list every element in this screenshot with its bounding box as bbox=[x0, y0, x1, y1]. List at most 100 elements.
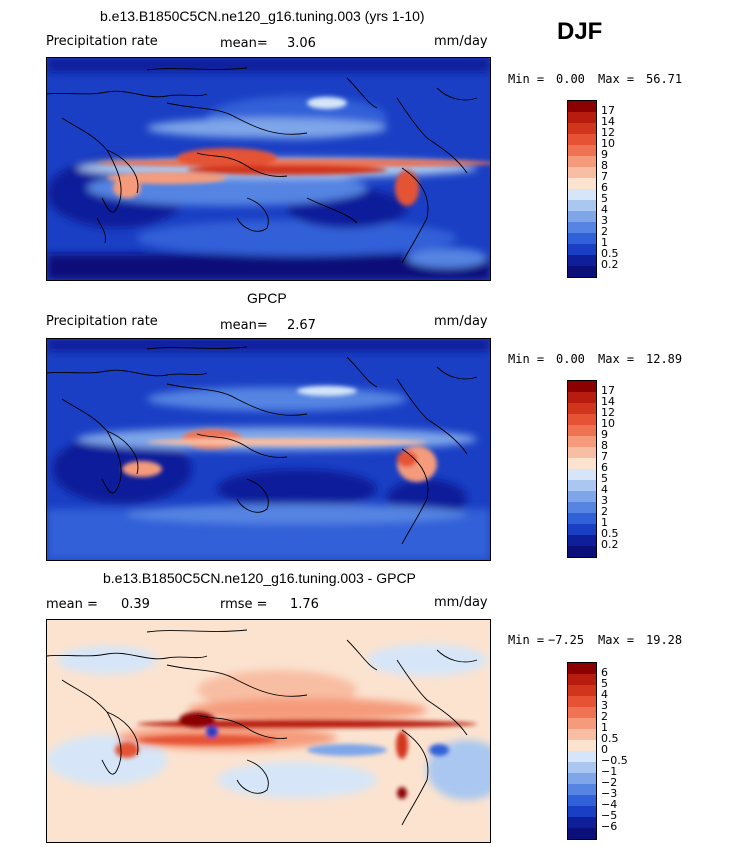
panel-diff-max-label: Max = bbox=[598, 633, 635, 647]
colorbar-tick-label: 5 bbox=[601, 192, 608, 205]
colorbar-tick-label: 4 bbox=[601, 688, 608, 701]
panel-diff-map-field bbox=[47, 620, 490, 842]
colorbar-swatch bbox=[568, 491, 596, 502]
colorbar-swatch bbox=[568, 469, 596, 480]
panel-diff-title: b.e13.B1850C5CN.ne120_g16.tuning.003 - G… bbox=[103, 570, 416, 586]
colorbar-swatch bbox=[568, 255, 596, 266]
colorbar-tick-label: −5 bbox=[601, 809, 618, 822]
colorbar-swatch bbox=[568, 707, 596, 718]
panel-model-title: b.e13.B1850C5CN.ne120_g16.tuning.003 (yr… bbox=[100, 8, 425, 24]
panel-diff-min-value: −7.25 bbox=[548, 633, 585, 647]
colorbar-tick-label: 14 bbox=[601, 115, 615, 128]
colorbar-swatch bbox=[568, 200, 596, 211]
colorbar-swatch bbox=[568, 795, 596, 806]
colorbar-tick-label: 14 bbox=[601, 395, 615, 408]
panel-obs-units: mm/day bbox=[434, 314, 488, 329]
colorbar-swatch bbox=[568, 447, 596, 458]
colorbar-tick-label: 7 bbox=[601, 450, 608, 463]
colorbar-tick-label: 1 bbox=[601, 516, 608, 529]
colorbar-swatch bbox=[568, 222, 596, 233]
colorbar-tick-label: 0.2 bbox=[601, 538, 619, 551]
panel-obs-mean-label: mean= bbox=[220, 318, 268, 333]
panel-obs-min-value: 0.00 bbox=[556, 352, 585, 366]
colorbar-tick-label: 0.5 bbox=[601, 732, 619, 745]
panel-diff-colorbar-ticks: 6 5 4 3 2 1 0.5 0 −0.5 −1 −2 −3 −4 −5 −6 bbox=[601, 662, 641, 838]
panel-model-map-field bbox=[47, 58, 490, 280]
colorbar-tick-label: 3 bbox=[601, 494, 608, 507]
panel-diff-mean-value: 0.39 bbox=[121, 597, 150, 612]
colorbar-swatch bbox=[568, 685, 596, 696]
colorbar-swatch bbox=[568, 156, 596, 167]
colorbar-swatch bbox=[568, 123, 596, 134]
colorbar-swatch bbox=[568, 211, 596, 222]
panel-diff-rmse-value: 1.76 bbox=[290, 597, 319, 612]
colorbar-swatch bbox=[568, 233, 596, 244]
panel-model-variable-label: Precipitation rate bbox=[46, 34, 158, 49]
colorbar-tick-label: 0 bbox=[601, 743, 608, 756]
colorbar-tick-label: 12 bbox=[601, 406, 615, 419]
panel-diff-mean-label: mean = bbox=[46, 597, 98, 612]
colorbar-tick-label: 5 bbox=[601, 472, 608, 485]
colorbar-swatch bbox=[568, 513, 596, 524]
colorbar-tick-label: 12 bbox=[601, 126, 615, 139]
colorbar-swatch bbox=[568, 828, 596, 839]
colorbar-tick-label: 1 bbox=[601, 236, 608, 249]
colorbar-tick-label: 4 bbox=[601, 483, 608, 496]
colorbar-tick-label: 8 bbox=[601, 159, 608, 172]
colorbar-swatch bbox=[568, 178, 596, 189]
colorbar-tick-label: 8 bbox=[601, 439, 608, 452]
colorbar-swatch bbox=[568, 784, 596, 795]
panel-model-min-value: 0.00 bbox=[556, 72, 585, 86]
colorbar-tick-label: 0.5 bbox=[601, 247, 619, 260]
colorbar-swatch bbox=[568, 817, 596, 828]
panel-obs-mean-value: 2.67 bbox=[287, 318, 316, 333]
colorbar-tick-label: 4 bbox=[601, 203, 608, 216]
colorbar-swatch bbox=[568, 696, 596, 707]
colorbar-tick-label: 0.2 bbox=[601, 258, 619, 271]
panel-obs-map bbox=[46, 338, 491, 561]
colorbar-tick-label: 6 bbox=[601, 666, 608, 679]
colorbar-swatch bbox=[568, 729, 596, 740]
colorbar-swatch bbox=[568, 458, 596, 469]
panel-diff-colorbar bbox=[567, 662, 597, 840]
panel-obs-max-value: 12.89 bbox=[646, 352, 683, 366]
colorbar-swatch bbox=[568, 806, 596, 817]
colorbar-swatch bbox=[568, 674, 596, 685]
panel-diff-map bbox=[46, 619, 491, 843]
colorbar-tick-label: 7 bbox=[601, 170, 608, 183]
colorbar-swatch bbox=[568, 134, 596, 145]
panel-model-colorbar bbox=[567, 100, 597, 278]
colorbar-swatch bbox=[568, 740, 596, 751]
colorbar-swatch bbox=[568, 403, 596, 414]
colorbar-swatch bbox=[568, 718, 596, 729]
colorbar-tick-label: 17 bbox=[601, 384, 615, 397]
colorbar-tick-label: −4 bbox=[601, 798, 618, 811]
colorbar-swatch bbox=[568, 480, 596, 491]
colorbar-swatch bbox=[568, 414, 596, 425]
colorbar-tick-label: 2 bbox=[601, 225, 608, 238]
colorbar-tick-label: 9 bbox=[601, 428, 608, 441]
panel-diff-rmse-label: rmse = bbox=[220, 597, 268, 612]
colorbar-tick-label: −3 bbox=[601, 787, 618, 800]
colorbar-swatch bbox=[568, 751, 596, 762]
panel-model-mean-value: 3.06 bbox=[287, 36, 316, 51]
colorbar-tick-label: −2 bbox=[601, 776, 618, 789]
panel-model-mean-label: mean= bbox=[220, 36, 268, 51]
colorbar-swatch bbox=[568, 392, 596, 403]
season-label: DJF bbox=[557, 18, 603, 45]
colorbar-tick-label: 1 bbox=[601, 721, 608, 734]
colorbar-swatch bbox=[568, 112, 596, 123]
colorbar-tick-label: 3 bbox=[601, 699, 608, 712]
panel-diff-units: mm/day bbox=[434, 595, 488, 610]
panel-diff-max-value: 19.28 bbox=[646, 633, 683, 647]
colorbar-tick-label: 9 bbox=[601, 148, 608, 161]
panel-model-max-label: Max = bbox=[598, 72, 635, 86]
panel-obs-min-label: Min = bbox=[508, 352, 545, 366]
colorbar-tick-label: 0.5 bbox=[601, 527, 619, 540]
colorbar-tick-label: 3 bbox=[601, 214, 608, 227]
colorbar-tick-label: 2 bbox=[601, 505, 608, 518]
colorbar-tick-label: −0.5 bbox=[601, 754, 628, 767]
colorbar-swatch bbox=[568, 663, 596, 674]
colorbar-swatch bbox=[568, 436, 596, 447]
colorbar-tick-label: −6 bbox=[601, 820, 618, 833]
